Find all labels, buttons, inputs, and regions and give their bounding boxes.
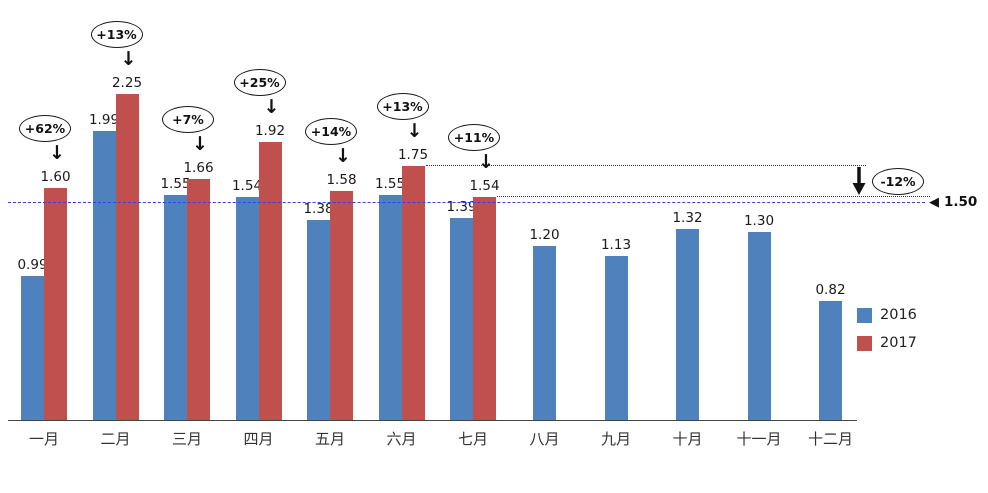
pct-change-badge-五月: +14%	[305, 117, 357, 145]
down-arrow-icon-二月: ↓	[120, 47, 137, 70]
bar-2017-一月	[44, 188, 67, 420]
decline-pct-badge: -12%	[872, 168, 924, 195]
bar-2016-七月	[450, 218, 473, 420]
value-label-2017-七月: 1.54	[469, 177, 500, 194]
bar-2017-二月	[115, 93, 139, 420]
value-label-2017-四月: 1.92	[254, 122, 286, 139]
value-label-2016-四月: 1.54	[231, 177, 263, 194]
value-label-2016-十一月: 1.30	[743, 212, 775, 229]
value-label-2017-三月: 1.66	[183, 160, 214, 177]
down-arrow-icon-七月: ↓	[478, 150, 494, 173]
month-label-十月: 十月	[672, 430, 703, 448]
x-axis-line	[8, 420, 857, 421]
legend-label-2017: 2017	[880, 335, 917, 351]
value-label-2016-二月: 1.99	[88, 112, 120, 129]
value-label-2016-六月: 1.55	[374, 176, 406, 193]
bar-2016-九月	[604, 256, 628, 420]
down-arrow-icon-四月: ↓	[263, 95, 280, 118]
month-label-二月: 二月	[100, 430, 131, 448]
pct-change-badge-七月: +11%	[448, 123, 500, 151]
bar-2016-八月	[533, 246, 556, 420]
bar-2016-二月	[92, 131, 116, 420]
down-arrow-icon-六月: ↓	[406, 120, 423, 143]
pct-change-badge-二月: +13%	[90, 20, 143, 48]
reference-line-1-50	[8, 202, 925, 203]
value-label-2016-五月: 1.38	[303, 200, 334, 217]
value-label-2017-二月: 2.25	[111, 74, 143, 91]
value-label-2016-十月: 1.32	[672, 209, 703, 226]
bar-2016-五月	[307, 219, 330, 420]
decline-arrow-icon	[852, 167, 866, 195]
legend-item-2017: 2017	[857, 335, 917, 351]
bar-2017-五月	[330, 190, 353, 420]
legend-swatch-2016	[857, 307, 872, 323]
bar-2016-十一月	[747, 231, 771, 420]
month-label-十二月: 十二月	[807, 430, 853, 448]
month-label-一月: 一月	[28, 430, 59, 448]
value-label-2016-十二月: 0.82	[815, 282, 846, 299]
reference-value: 1.50	[944, 194, 978, 210]
pct-change-badge-四月: +25%	[233, 68, 286, 96]
pct-change-badge-六月: +13%	[376, 93, 429, 121]
legend-label-2016: 2016	[880, 307, 917, 323]
value-label-2016-三月: 1.55	[160, 176, 191, 193]
bar-2016-一月	[21, 276, 44, 420]
month-label-三月: 三月	[171, 430, 202, 448]
month-label-九月: 九月	[600, 430, 631, 448]
value-label-2016-九月: 1.13	[600, 237, 632, 254]
bar-2016-十二月	[819, 301, 842, 420]
bar-2016-三月	[164, 195, 187, 420]
decline-pct-label: -12%	[880, 174, 916, 189]
down-arrow-icon-三月: ↓	[192, 133, 208, 156]
bar-2017-七月	[473, 196, 496, 420]
value-label-2016-七月: 1.39	[446, 199, 477, 216]
month-label-六月: 六月	[386, 430, 417, 448]
legend-item-2016: 2016	[857, 307, 917, 323]
bar-2017-四月	[258, 141, 282, 420]
bar-2016-四月	[235, 196, 259, 420]
month-label-四月: 四月	[243, 430, 274, 448]
dotted-line-1-75	[426, 165, 866, 166]
month-label-十一月: 十一月	[736, 430, 782, 448]
dotted-line-1-54	[497, 196, 930, 197]
reference-line-label: ◀ 1.50	[929, 194, 977, 210]
legend: 2016 2017	[857, 307, 917, 351]
value-label-2016-一月: 0.99	[17, 257, 48, 274]
value-label-2017-五月: 1.58	[326, 171, 357, 188]
pct-change-badge-三月: +7%	[162, 106, 214, 134]
bar-2017-六月	[401, 166, 425, 420]
bar-2017-三月	[187, 179, 210, 420]
value-label-2017-一月: 1.60	[40, 169, 71, 185]
legend-swatch-2017	[857, 335, 872, 351]
down-arrow-icon-一月: ↓	[49, 142, 65, 164]
month-label-七月: 七月	[457, 430, 488, 448]
pct-change-badge-一月: +62%	[19, 115, 71, 142]
value-label-2017-六月: 1.75	[397, 147, 429, 164]
value-label-2016-八月: 1.20	[529, 227, 560, 243]
month-label-八月: 八月	[529, 430, 560, 448]
down-arrow-icon-五月: ↓	[335, 144, 351, 167]
month-label-五月: 五月	[314, 430, 345, 448]
bar-2016-六月	[378, 195, 402, 420]
left-triangle-icon: ◀	[929, 194, 939, 210]
bar-2016-十月	[676, 228, 699, 420]
